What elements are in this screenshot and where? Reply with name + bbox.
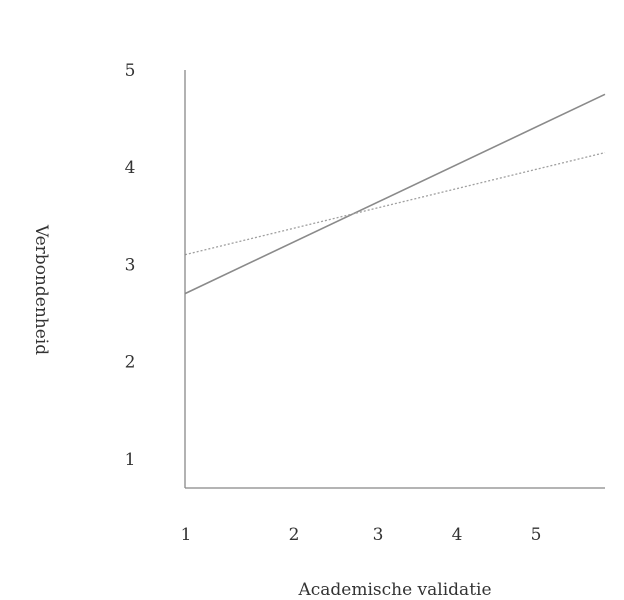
y-tick-label: 3	[125, 255, 136, 275]
plot-area	[184, 93, 606, 295]
y-tick-labels: 1 2 3 4 5	[125, 61, 136, 470]
series-line-dotted	[184, 151, 606, 256]
y-tick-label: 4	[125, 158, 136, 178]
x-tick-label: 3	[373, 525, 384, 545]
x-tick-label: 5	[531, 525, 542, 545]
x-tick-label: 2	[289, 525, 300, 545]
y-tick-label: 1	[125, 450, 136, 470]
x-axis-title: Academische validatie	[297, 580, 491, 600]
y-tick-label: 5	[125, 61, 136, 81]
x-tick-label: 1	[181, 525, 192, 545]
x-tick-label: 4	[452, 525, 463, 545]
y-axis-title: Verbondenheid	[31, 224, 51, 355]
y-tick-label: 2	[125, 353, 136, 373]
series-line-solid	[184, 93, 606, 295]
x-tick-labels: 1 2 3 4 5	[181, 525, 542, 545]
